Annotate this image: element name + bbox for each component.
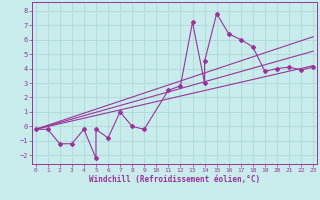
X-axis label: Windchill (Refroidissement éolien,°C): Windchill (Refroidissement éolien,°C) xyxy=(89,175,260,184)
